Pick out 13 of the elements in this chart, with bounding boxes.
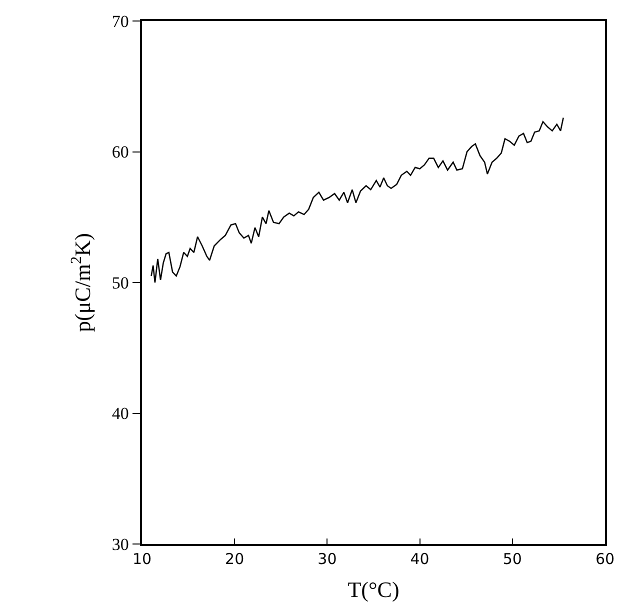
x-tick-label: 20: [225, 550, 244, 568]
y-tick-label: 30: [112, 534, 129, 554]
y-tick-label: 70: [112, 12, 129, 31]
line-series: [150, 117, 564, 284]
y-tick-label: 40: [112, 404, 129, 424]
x-tick-label: 50: [502, 550, 522, 568]
x-tick-label: 60: [595, 550, 615, 568]
x-tick-label: 10: [132, 550, 152, 568]
x-tick-label: 30: [318, 550, 337, 568]
x-tick-label: 40: [410, 550, 430, 568]
y-tick-label: 50: [112, 273, 129, 292]
x-axis-title: T(°C): [348, 577, 400, 602]
y-tick-label: 60: [112, 142, 129, 162]
